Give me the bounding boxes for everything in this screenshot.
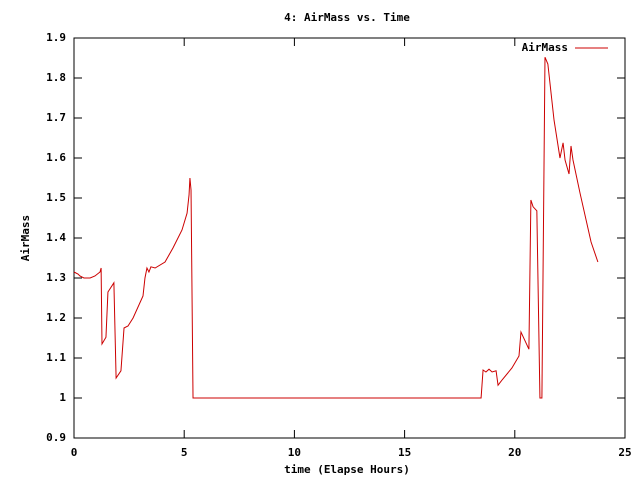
y-tick-label: 1.8 — [46, 71, 66, 84]
y-tick-label: 1.9 — [46, 31, 66, 44]
x-tick-label: 10 — [288, 446, 301, 459]
x-tick-label: 0 — [71, 446, 78, 459]
x-tick-label: 25 — [618, 446, 631, 459]
y-tick-label: 1.5 — [46, 191, 66, 204]
x-tick-label: 5 — [181, 446, 188, 459]
y-tick-label: 1 — [59, 391, 66, 404]
x-tick-label: 15 — [398, 446, 411, 459]
x-tick-label: 20 — [508, 446, 521, 459]
chart-title: 4: AirMass vs. Time — [284, 11, 410, 24]
y-tick-label: 1.3 — [46, 271, 66, 284]
y-tick-label: 1.6 — [46, 151, 66, 164]
x-axis-label: time (Elapse Hours) — [284, 463, 410, 476]
y-axis-label: AirMass — [19, 215, 32, 261]
y-tick-label: 1.1 — [46, 351, 66, 364]
y-tick-label: 1.4 — [46, 231, 66, 244]
y-tick-label: 0.9 — [46, 431, 66, 444]
y-tick-label: 1.7 — [46, 111, 66, 124]
legend-label: AirMass — [522, 41, 568, 54]
data-line — [73, 57, 599, 399]
y-tick-label: 1.2 — [46, 311, 66, 324]
